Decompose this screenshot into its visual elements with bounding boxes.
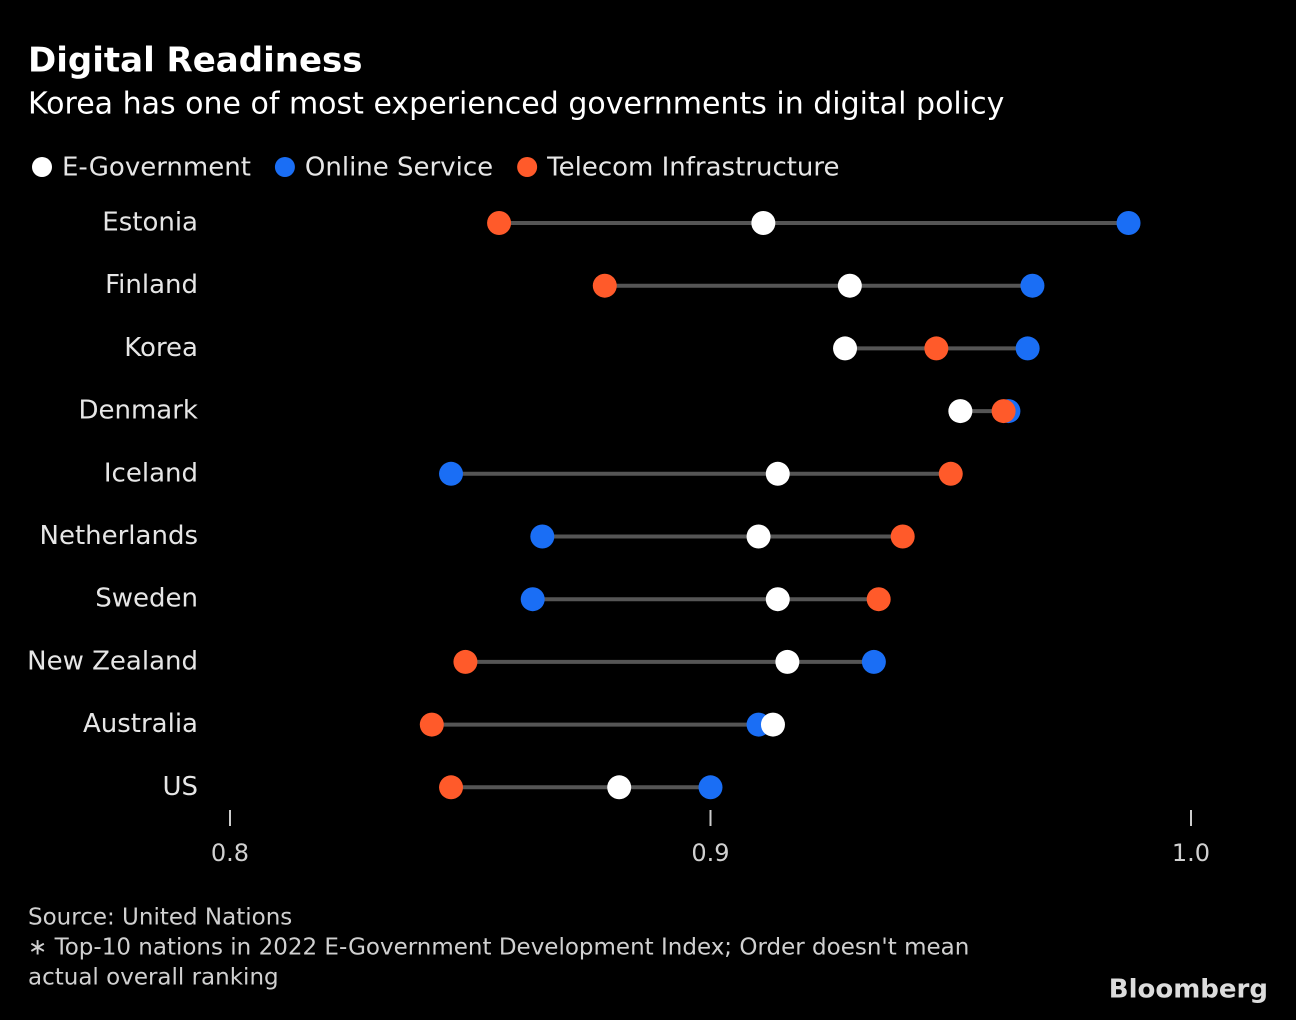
dot (751, 211, 776, 235)
dot (924, 336, 949, 361)
dot (775, 649, 800, 674)
dot (765, 587, 790, 612)
dot (866, 587, 891, 612)
dot (520, 587, 545, 612)
category-label: Sweden (95, 584, 198, 614)
category-label: Denmark (78, 396, 198, 426)
legend-label: E-Government (62, 153, 251, 183)
dot (890, 524, 915, 549)
dot (530, 524, 555, 549)
chart-title: Digital Readiness (28, 41, 362, 81)
dot (698, 775, 723, 800)
brand-logo: Bloomberg (1109, 975, 1268, 1005)
dot (419, 712, 444, 737)
dot (760, 712, 785, 737)
dot (833, 336, 858, 361)
legend-swatch (274, 157, 295, 177)
category-label: Korea (124, 333, 198, 363)
dot (746, 524, 771, 549)
legend-label: Online Service (305, 153, 493, 183)
dot (991, 399, 1016, 424)
category-label: Iceland (104, 458, 198, 488)
dot (765, 461, 790, 486)
category-label: New Zealand (27, 646, 198, 676)
dot (487, 211, 512, 235)
dot (607, 775, 632, 800)
dot (1116, 211, 1141, 235)
legend-swatch (517, 157, 538, 177)
dot (861, 649, 886, 674)
category-label: Australia (83, 709, 198, 739)
dot (592, 273, 617, 298)
dot (439, 775, 464, 800)
legend-label: Telecom Infrastructure (546, 153, 839, 183)
footnote: Source: United Nations (28, 905, 292, 931)
x-tick-label: 1.0 (1172, 839, 1210, 867)
x-tick-label: 0.9 (691, 839, 729, 867)
category-label: Estonia (102, 208, 198, 238)
dot (948, 399, 973, 424)
footnote: ∗ Top-10 nations in 2022 E-Government De… (28, 935, 969, 961)
dot (1020, 273, 1045, 298)
legend-swatch (32, 157, 52, 177)
chart-subtitle: Korea has one of most experienced govern… (28, 87, 1004, 122)
dot (453, 649, 478, 674)
category-label: Finland (105, 270, 198, 300)
category-label: US (162, 772, 198, 802)
dot (1015, 336, 1040, 361)
footnote: actual overall ranking (28, 965, 279, 991)
dot (837, 273, 862, 298)
x-tick-label: 0.8 (211, 839, 249, 867)
dot (938, 461, 963, 486)
dot (439, 461, 464, 486)
category-label: Netherlands (40, 521, 199, 551)
